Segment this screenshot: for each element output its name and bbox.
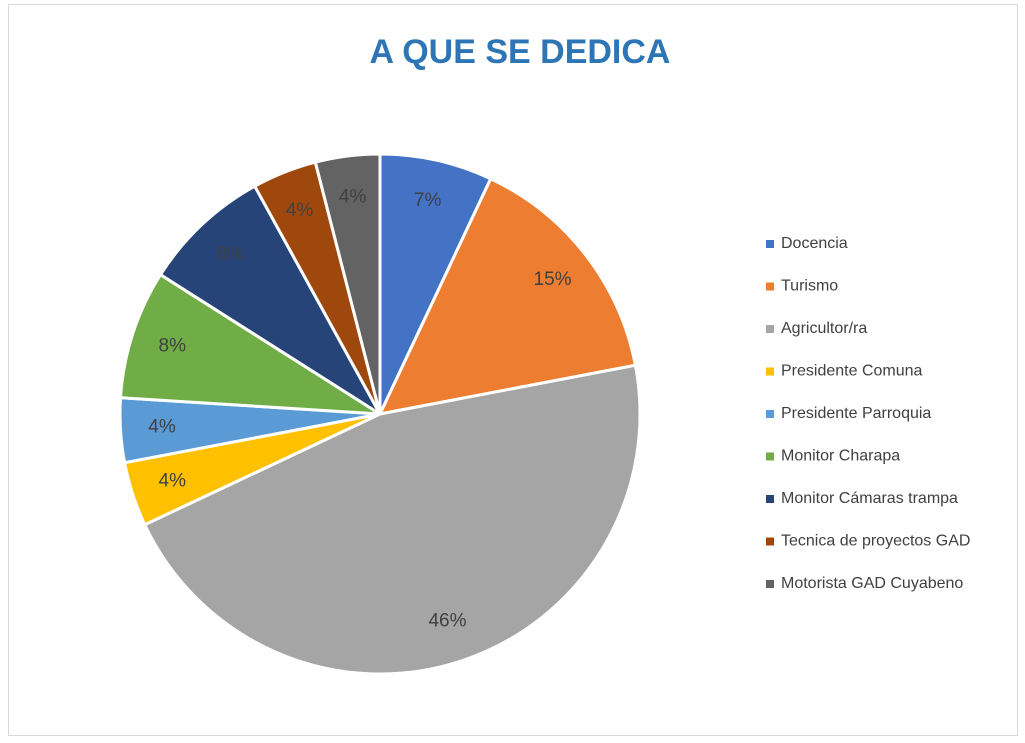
pie-slice <box>313 152 382 415</box>
legend-label: Turismo <box>781 278 838 295</box>
data-label: 8% <box>217 244 245 265</box>
legend-label: Agricultor/ra <box>781 320 867 337</box>
legend-label: Docencia <box>781 235 848 252</box>
pie-slice <box>377 176 638 417</box>
data-label: 15% <box>534 269 572 290</box>
legend-label: Monitor Cámaras trampa <box>781 490 958 507</box>
data-label: 4% <box>339 186 367 207</box>
data-label: 4% <box>286 200 314 221</box>
legend-swatch <box>766 325 774 333</box>
legend-label: Monitor Charapa <box>781 448 900 465</box>
data-label: 4% <box>159 471 187 492</box>
legend-label: Presidente Comuna <box>781 363 923 380</box>
data-label: 46% <box>428 611 466 632</box>
data-label: 4% <box>148 417 176 438</box>
legend-swatch <box>766 580 774 588</box>
chart-title: A QUE SE DEDICA <box>369 33 670 71</box>
legend-swatch <box>766 282 774 291</box>
data-label: 7% <box>414 190 442 211</box>
pie-slice <box>118 272 381 416</box>
legend-swatch <box>766 495 774 503</box>
legend-label: Presidente Parroquia <box>781 405 931 422</box>
legend-swatch <box>766 537 774 546</box>
pie-slice <box>158 184 382 416</box>
legend-label: Tecnica de proyectos GAD <box>781 533 970 550</box>
pie-slice <box>142 363 642 676</box>
legend-swatch <box>766 240 774 248</box>
pie-slice <box>378 152 493 415</box>
legend-swatch <box>766 367 774 376</box>
legend-label: Motorista GAD Cuyabeno <box>781 575 963 592</box>
legend-swatch <box>766 410 774 418</box>
data-label: 8% <box>159 336 187 357</box>
legend-swatch <box>766 452 774 461</box>
